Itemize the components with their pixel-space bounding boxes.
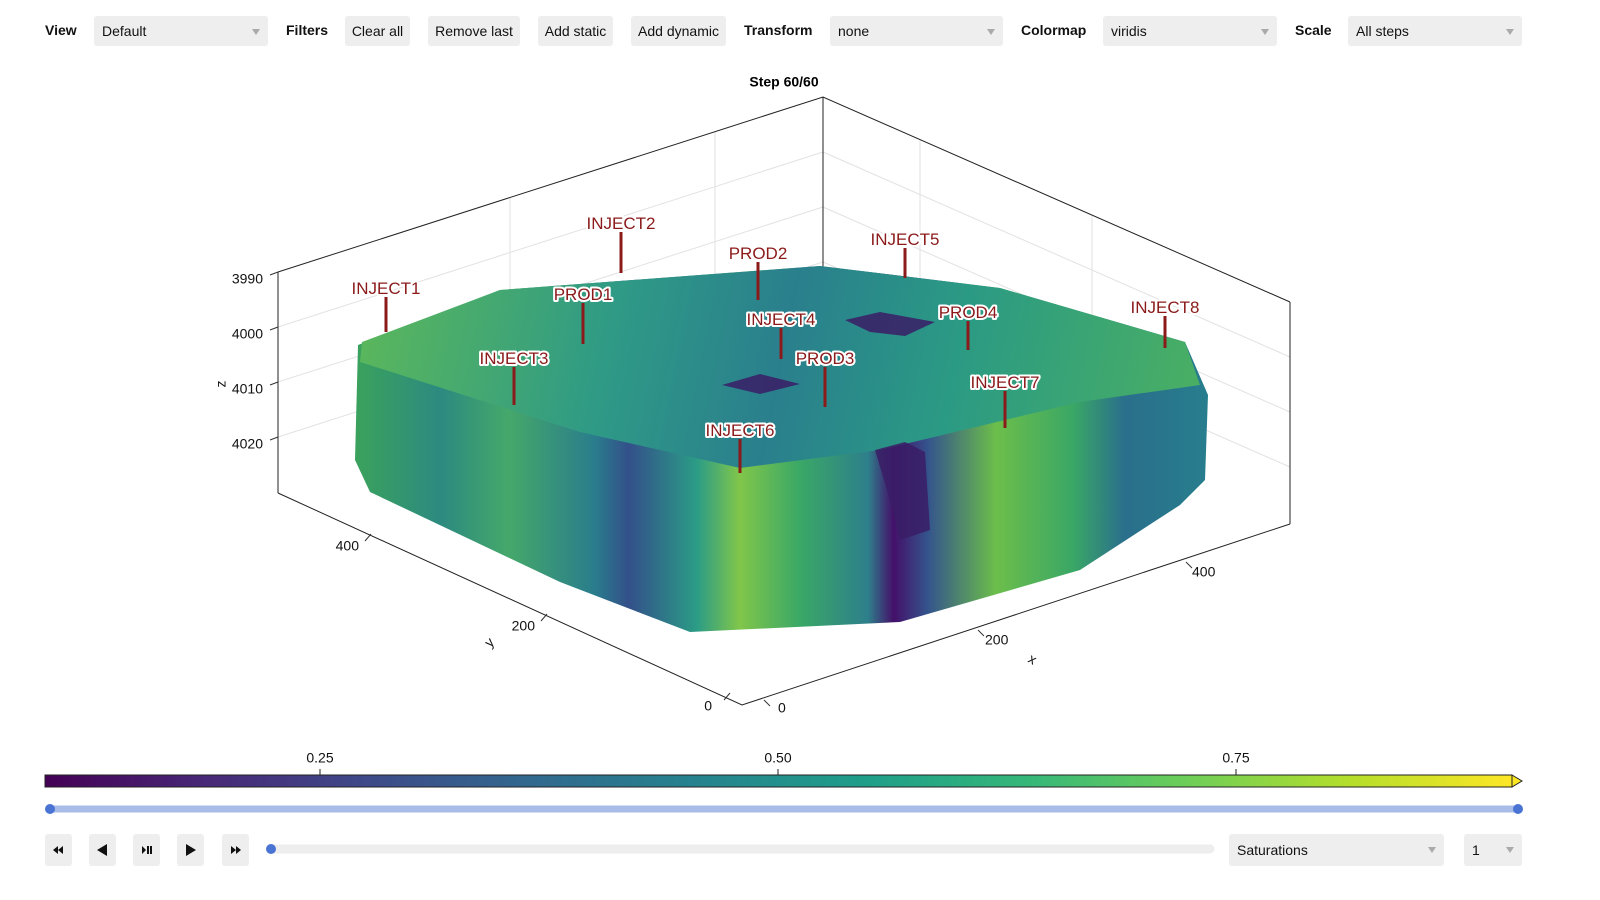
well-label: PROD2 [729, 244, 788, 263]
scale-label: Scale [1295, 22, 1332, 38]
add-dynamic-button[interactable]: Add dynamic [631, 16, 726, 46]
well-label: PROD3 [796, 349, 855, 368]
z-tick-label: 4010 [232, 381, 263, 397]
x-tick-label: 0 [778, 700, 786, 716]
remove-last-button[interactable]: Remove last [428, 16, 520, 46]
filters-label: Filters [286, 22, 329, 38]
index-dropdown[interactable]: 1 [1464, 834, 1522, 866]
play-pause-button[interactable] [133, 834, 160, 866]
x-axis-label: x [1026, 650, 1040, 667]
y-tick-label: 400 [336, 538, 360, 554]
y-tick-label: 0 [704, 698, 712, 714]
time-handle[interactable] [266, 844, 276, 854]
colormap-label: Colormap [1021, 22, 1087, 38]
add-static-button[interactable]: Add static [538, 16, 613, 46]
rewind-button[interactable] [45, 834, 72, 866]
fast-forward-button[interactable] [222, 834, 249, 866]
x-tick-label: 200 [985, 632, 1009, 648]
colorbar-tick-label: 0.25 [306, 750, 333, 766]
low-saturation-zones [722, 312, 935, 540]
plot-title: Step 60/60 [749, 74, 818, 90]
tick-marks [269, 271, 1193, 707]
view-dropdown[interactable]: Default [94, 16, 268, 46]
range-handle[interactable] [45, 804, 55, 814]
well-label: INJECT6 [706, 421, 775, 440]
z-tick-label: 3990 [232, 271, 263, 287]
z-axis-label: z [213, 381, 229, 388]
x-tick-label: 400 [1192, 564, 1216, 580]
reservoir-top [360, 266, 1200, 468]
well-label: PROD1 [554, 285, 613, 304]
well-label: INJECT4 [747, 310, 816, 329]
play-button[interactable] [177, 834, 204, 866]
well-label: INJECT2 [587, 214, 656, 233]
colorbar [44, 774, 1513, 788]
transform-label: Transform [744, 22, 813, 38]
well-label: INJECT7 [971, 373, 1040, 392]
range-handle[interactable] [1513, 804, 1523, 814]
z-tick-label: 4000 [232, 326, 263, 342]
y-axis-label: y [481, 634, 497, 650]
step-back-button[interactable] [89, 834, 116, 866]
clear-all-button[interactable]: Clear all [345, 16, 410, 46]
z-tick-label: 4020 [232, 436, 263, 452]
colorbar-tick-label: 0.50 [764, 750, 791, 766]
view-label: View [45, 22, 77, 38]
well-label: INJECT5 [871, 230, 940, 249]
well-label: INJECT8 [1131, 298, 1200, 317]
well-label: INJECT3 [480, 349, 549, 368]
colormap-dropdown[interactable]: viridis [1103, 16, 1277, 46]
well-label: PROD4 [939, 303, 998, 322]
well-label: INJECT1 [352, 279, 421, 298]
scale-dropdown[interactable]: All steps [1348, 16, 1522, 46]
y-tick-label: 200 [512, 618, 536, 634]
colorbar-tick-label: 0.75 [1222, 750, 1249, 766]
field-dropdown[interactable]: Saturations [1229, 834, 1444, 866]
transform-dropdown[interactable]: none [830, 16, 1003, 46]
colorbar-extend [1511, 774, 1523, 788]
